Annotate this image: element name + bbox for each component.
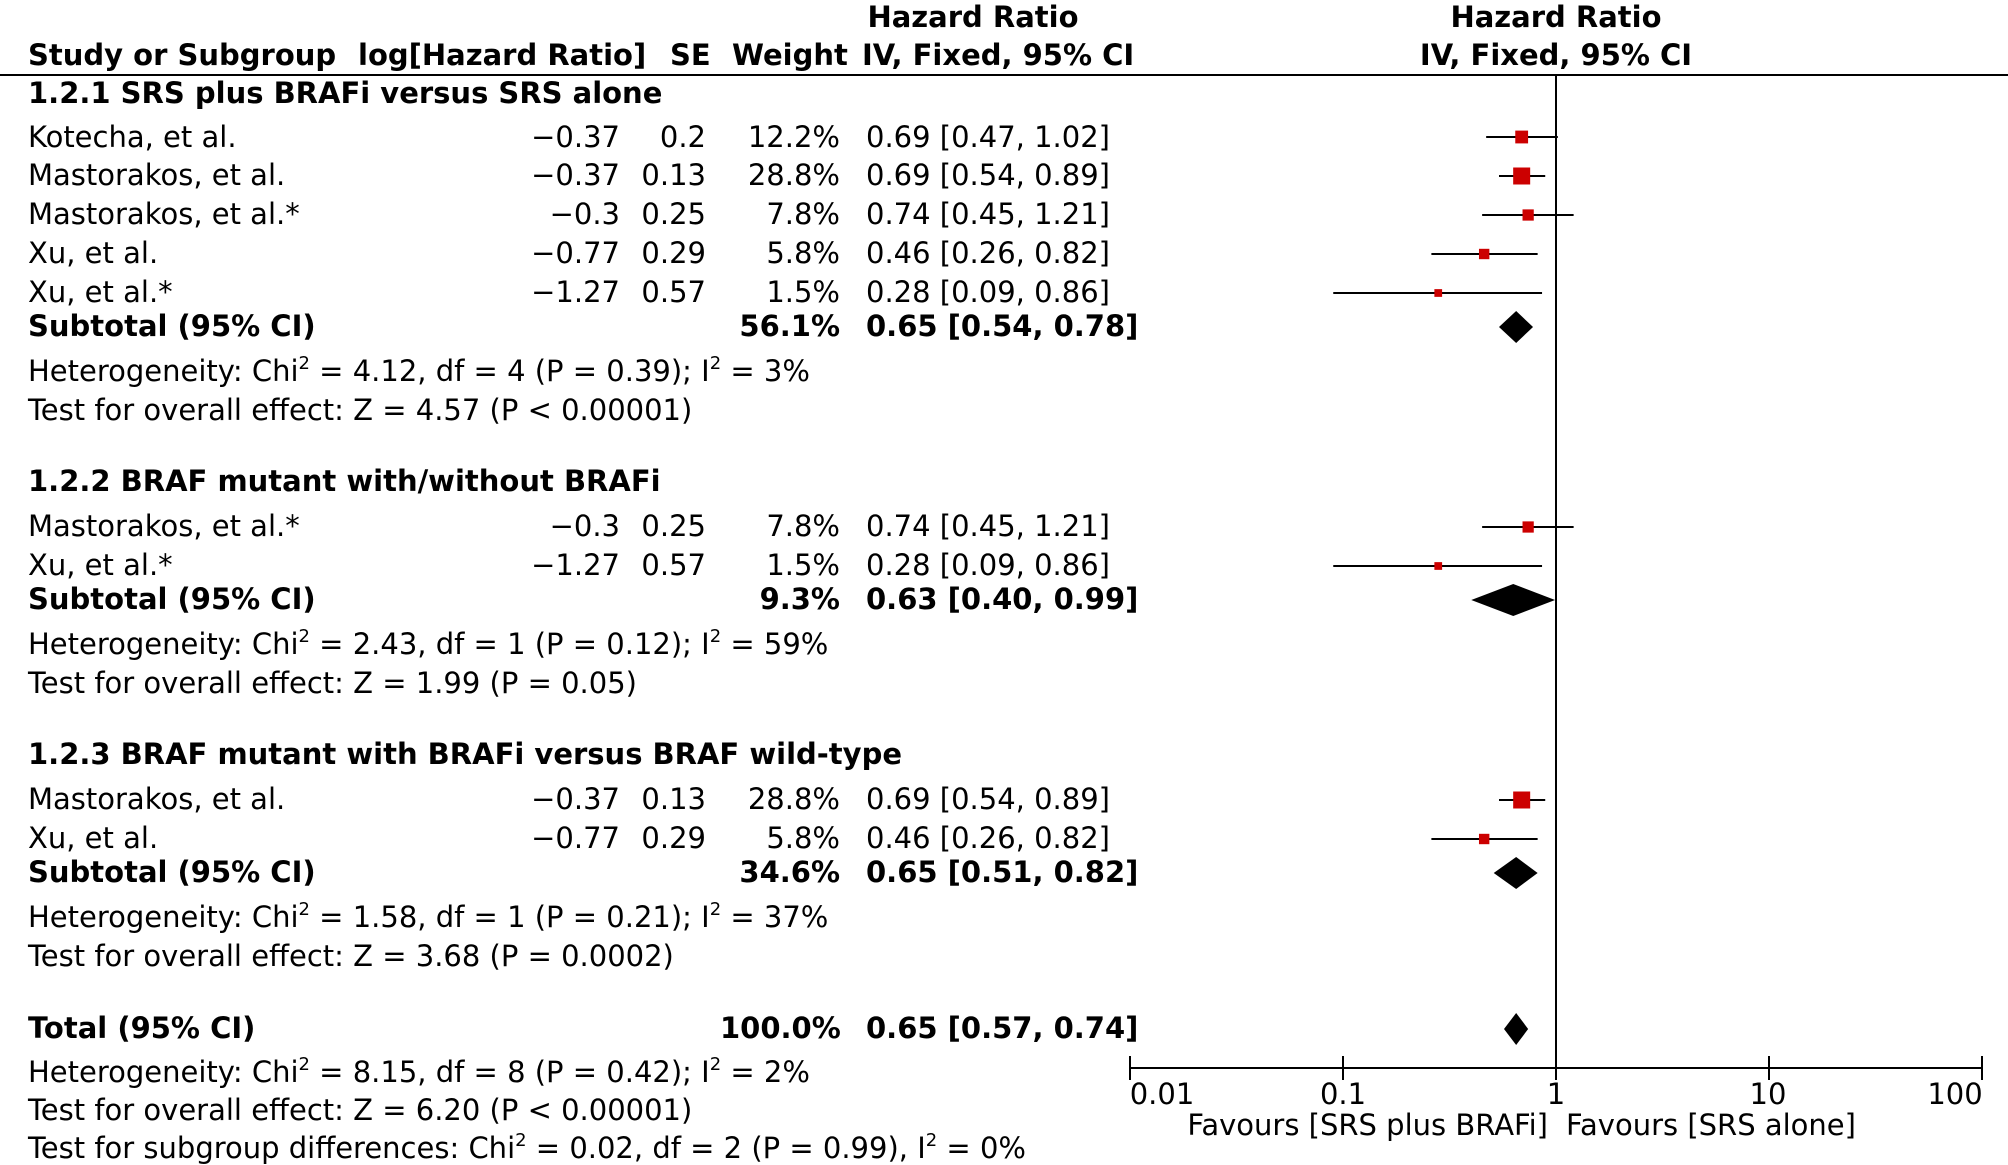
subtotal-ci: 0.65 [0.54, 0.78] xyxy=(866,309,1139,343)
study-loghr: −1.27 xyxy=(531,548,620,582)
study-box xyxy=(1522,209,1534,221)
axis-tick-label: 0.1 xyxy=(1319,1077,1367,1111)
study-se: 0.2 xyxy=(659,120,706,154)
header-hr-title: Hazard Ratio xyxy=(867,0,1079,34)
subtotal-diamond xyxy=(1471,584,1556,616)
study-se: 0.57 xyxy=(641,275,706,309)
header-study: Study or Subgroup xyxy=(28,38,337,72)
study-loghr: −0.3 xyxy=(549,509,620,543)
total-ci: 0.65 [0.57, 0.74] xyxy=(866,1011,1139,1045)
study-ci: 0.28 [0.09, 0.86] xyxy=(866,548,1110,582)
study-se: 0.29 xyxy=(641,236,706,270)
study-name: Xu, et al. xyxy=(28,236,159,270)
heterogeneity-text: Heterogeneity: Chi2 = 4.12, df = 4 (P = … xyxy=(28,353,810,388)
total-weight: 100.0% xyxy=(720,1011,841,1045)
study-ci: 0.74 [0.45, 1.21] xyxy=(866,509,1110,543)
subgroup-differences-text: Test for subgroup differences: Chi2 = 0.… xyxy=(28,1130,1026,1165)
study-se: 0.13 xyxy=(641,782,706,816)
study-weight: 1.5% xyxy=(766,275,840,309)
study-box xyxy=(1478,833,1490,845)
study-name: Xu, et al.* xyxy=(28,548,173,582)
overall-effect-text: Test for overall effect: Z = 4.57 (P < 0… xyxy=(28,393,693,427)
study-ci: 0.74 [0.45, 1.21] xyxy=(866,197,1110,231)
header-hr-method: IV, Fixed, 95% CI xyxy=(862,38,1135,72)
study-weight: 28.8% xyxy=(747,158,840,192)
group-title: 1.2.3 BRAF mutant with BRAFi versus BRAF… xyxy=(28,737,902,771)
overall-effect-text: Test for overall effect: Z = 3.68 (P = 0… xyxy=(28,939,674,973)
subtotal-label: Subtotal (95% CI) xyxy=(28,855,316,889)
total-diamond xyxy=(1504,1013,1529,1045)
study-name: Mastorakos, et al.* xyxy=(28,509,300,543)
subtotal-label: Subtotal (95% CI) xyxy=(28,582,316,616)
study-ci: 0.69 [0.47, 1.02] xyxy=(866,120,1110,154)
study-ci: 0.69 [0.54, 0.89] xyxy=(866,158,1110,192)
study-box xyxy=(1478,248,1490,260)
study-box xyxy=(1434,562,1443,570)
study-name: Kotecha, et al. xyxy=(28,120,237,154)
study-name: Xu, et al. xyxy=(28,821,159,855)
axis-tick-label: 100 xyxy=(1927,1077,1983,1111)
subtotal-ci: 0.65 [0.51, 0.82] xyxy=(866,855,1139,889)
study-loghr: −0.37 xyxy=(531,120,620,154)
study-weight: 5.8% xyxy=(766,236,840,270)
header-se: SE xyxy=(670,38,711,72)
total-label: Total (95% CI) xyxy=(28,1011,256,1045)
study-weight: 12.2% xyxy=(747,120,840,154)
study-ci: 0.28 [0.09, 0.86] xyxy=(866,275,1110,309)
favours-right-label: Favours [SRS alone] xyxy=(1566,1108,1856,1142)
study-ci: 0.46 [0.26, 0.82] xyxy=(866,236,1110,270)
subtotal-diamond xyxy=(1493,857,1538,889)
group-title: 1.2.2 BRAF mutant with/without BRAFi xyxy=(28,464,661,498)
study-weight: 1.5% xyxy=(766,548,840,582)
study-loghr: −0.37 xyxy=(531,782,620,816)
study-ci: 0.46 [0.26, 0.82] xyxy=(866,821,1110,855)
study-ci: 0.69 [0.54, 0.89] xyxy=(866,782,1110,816)
total-overall-effect-text: Test for overall effect: Z = 6.20 (P < 0… xyxy=(28,1093,693,1127)
study-loghr: −0.77 xyxy=(531,236,620,270)
study-se: 0.29 xyxy=(641,821,706,855)
study-se: 0.13 xyxy=(641,158,706,192)
study-name: Mastorakos, et al.* xyxy=(28,197,300,231)
axis-tick-label: 1 xyxy=(1546,1077,1566,1111)
study-loghr: −0.77 xyxy=(531,821,620,855)
study-se: 0.57 xyxy=(641,548,706,582)
subtotal-diamond xyxy=(1498,311,1534,343)
overall-effect-text: Test for overall effect: Z = 1.99 (P = 0… xyxy=(28,666,637,700)
study-loghr: −0.3 xyxy=(549,197,620,231)
header-weight: Weight xyxy=(732,38,848,72)
study-name: Mastorakos, et al. xyxy=(28,158,286,192)
study-box xyxy=(1515,130,1529,144)
study-loghr: −0.37 xyxy=(531,158,620,192)
study-weight: 5.8% xyxy=(766,821,840,855)
subtotal-weight: 9.3% xyxy=(759,582,840,616)
study-se: 0.25 xyxy=(641,197,706,231)
study-box xyxy=(1522,521,1534,533)
study-weight: 28.8% xyxy=(747,782,840,816)
subtotal-weight: 56.1% xyxy=(739,309,840,343)
study-weight: 7.8% xyxy=(766,509,840,543)
group-title: 1.2.1 SRS plus BRAFi versus SRS alone xyxy=(28,76,663,110)
study-name: Xu, et al.* xyxy=(28,275,173,309)
study-name: Mastorakos, et al. xyxy=(28,782,286,816)
study-box xyxy=(1513,791,1531,809)
header-loghr: log[Hazard Ratio] xyxy=(358,38,647,72)
heterogeneity-text: Heterogeneity: Chi2 = 2.43, df = 1 (P = … xyxy=(28,626,829,661)
subtotal-label: Subtotal (95% CI) xyxy=(28,309,316,343)
heterogeneity-text: Heterogeneity: Chi2 = 1.58, df = 1 (P = … xyxy=(28,899,829,934)
study-se: 0.25 xyxy=(641,509,706,543)
study-loghr: −1.27 xyxy=(531,275,620,309)
plot-header-method: IV, Fixed, 95% CI xyxy=(1419,38,1693,72)
plot-header-title: Hazard Ratio xyxy=(1450,0,1662,34)
subtotal-ci: 0.63 [0.40, 0.99] xyxy=(866,582,1139,616)
total-heterogeneity-text: Heterogeneity: Chi2 = 8.15, df = 8 (P = … xyxy=(28,1054,810,1089)
axis-tick-label: 0.01 xyxy=(1129,1077,1195,1111)
study-box xyxy=(1434,289,1443,297)
study-box xyxy=(1513,167,1531,185)
favours-left-label: Favours [SRS plus BRAFi] xyxy=(1187,1108,1548,1142)
study-weight: 7.8% xyxy=(766,197,840,231)
axis-tick-label: 10 xyxy=(1749,1077,1787,1111)
subtotal-weight: 34.6% xyxy=(739,855,840,889)
